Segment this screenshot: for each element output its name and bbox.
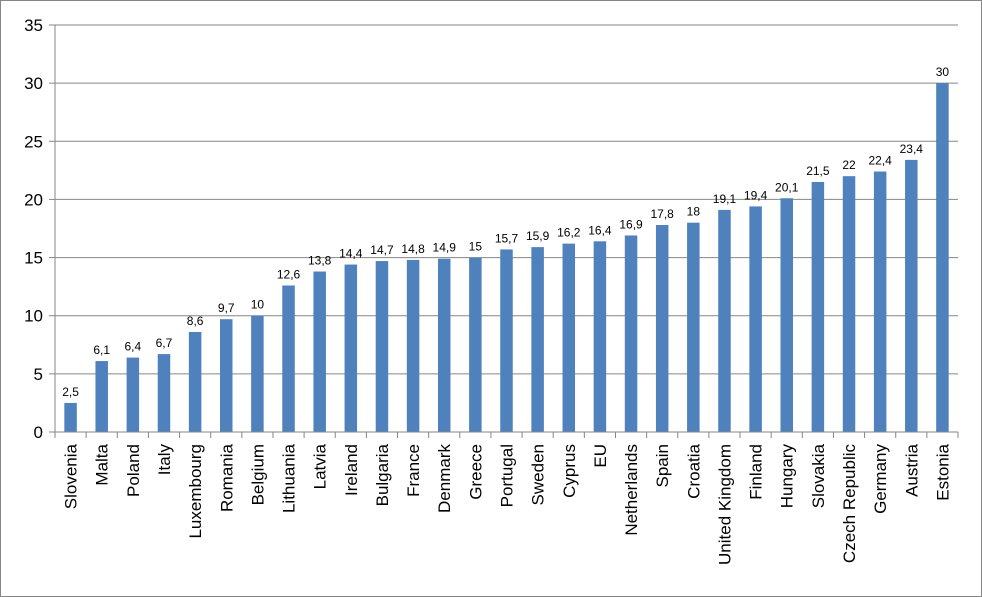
- category-label: Sweden: [529, 444, 548, 505]
- y-tick-label: 35: [24, 16, 43, 35]
- category-label: EU: [591, 444, 610, 468]
- data-label: 14,7: [370, 243, 394, 257]
- data-label: 15,7: [495, 231, 519, 245]
- bar-finland: [749, 206, 762, 432]
- category-label: France: [404, 444, 423, 497]
- bar-romania: [220, 319, 233, 432]
- bar-france: [406, 259, 420, 432]
- data-label: 15,9: [526, 229, 550, 243]
- category-label: Estonia: [933, 443, 952, 500]
- category-label: Italy: [155, 444, 174, 476]
- category-label: Slovenia: [62, 443, 81, 509]
- bar-lithuania: [282, 285, 295, 432]
- bar-denmark: [437, 258, 451, 432]
- y-tick-label: 25: [24, 132, 43, 151]
- bar-croatia: [687, 222, 700, 432]
- data-label: 16,9: [619, 217, 643, 231]
- bar-bulgaria: [375, 261, 389, 432]
- data-label: 14,9: [433, 241, 457, 255]
- category-label: Austria: [902, 443, 921, 496]
- bar-poland: [126, 357, 140, 432]
- data-label: 9,7: [218, 301, 235, 315]
- category-label: Bulgaria: [373, 443, 392, 506]
- category-label: Belgium: [248, 444, 267, 505]
- data-label: 6,4: [125, 340, 142, 354]
- category-label: Germany: [871, 444, 890, 514]
- bar-cyprus: [562, 243, 576, 432]
- category-label: Netherlands: [622, 444, 641, 536]
- category-label: Croatia: [684, 443, 703, 498]
- data-label: 13,8: [308, 254, 332, 268]
- bar-estonia: [936, 83, 949, 433]
- data-label: 12,6: [277, 267, 301, 281]
- bar-luxembourg: [188, 331, 202, 432]
- y-tick-label: 30: [24, 74, 43, 93]
- category-label: Spain: [653, 444, 672, 487]
- category-label: United Kingdom: [715, 444, 734, 565]
- data-label: 22,4: [868, 154, 892, 168]
- data-label: 19,4: [744, 188, 768, 202]
- category-label: Romania: [217, 443, 236, 512]
- category-label: Hungary: [778, 444, 797, 509]
- category-label: Lithuania: [280, 443, 299, 513]
- bar-slovakia: [811, 181, 825, 432]
- y-tick-label: 0: [34, 423, 43, 442]
- data-label: 10: [251, 298, 265, 312]
- category-label: Slovakia: [809, 443, 828, 508]
- bar-eu: [593, 241, 607, 432]
- bar-united-kingdom: [718, 209, 731, 432]
- category-label: Malta: [93, 443, 112, 485]
- category-label: Czech Republic: [840, 444, 859, 564]
- bar-czech-republic: [842, 176, 856, 432]
- data-label: 8,6: [187, 314, 204, 328]
- y-tick-label: 15: [24, 249, 43, 268]
- data-label: 16,2: [557, 226, 581, 240]
- data-label: 16,4: [588, 223, 612, 237]
- category-label: Cyprus: [560, 444, 579, 498]
- category-label: Latvia: [311, 443, 330, 489]
- category-label: Greece: [466, 444, 485, 500]
- data-label: 6,7: [156, 336, 173, 350]
- data-label: 14,4: [339, 247, 363, 261]
- bar-ireland: [344, 264, 358, 432]
- category-label: Poland: [124, 444, 143, 497]
- data-label: 19,1: [713, 192, 737, 206]
- bar-austria: [905, 159, 918, 433]
- y-tick-label: 10: [24, 307, 43, 326]
- data-label: 23,4: [900, 142, 924, 156]
- bar-italy: [157, 354, 171, 432]
- bar-greece: [469, 257, 482, 432]
- data-label: 20,1: [775, 180, 799, 194]
- category-label: Portugal: [498, 444, 517, 507]
- bar-spain: [655, 225, 669, 432]
- data-label: 17,8: [651, 207, 675, 221]
- bar-netherlands: [624, 235, 638, 432]
- bar-slovenia: [64, 402, 77, 432]
- category-label: Finland: [747, 444, 766, 500]
- data-label: 14,8: [401, 242, 425, 256]
- bar-germany: [873, 171, 887, 432]
- y-tick-label: 5: [34, 365, 43, 384]
- data-label: 21,5: [806, 164, 830, 178]
- bar-portugal: [500, 249, 513, 432]
- category-label: Denmark: [435, 444, 454, 513]
- data-label: 22: [842, 158, 856, 172]
- data-label: 30: [936, 65, 950, 79]
- bar-hungary: [780, 198, 793, 432]
- data-label: 2,5: [62, 385, 79, 399]
- category-label: Ireland: [342, 444, 361, 496]
- bar-sweden: [531, 247, 544, 432]
- bar-latvia: [313, 271, 326, 432]
- y-tick-label: 20: [24, 190, 43, 209]
- data-label: 6,1: [93, 343, 110, 357]
- data-label: 18: [687, 205, 701, 219]
- bar-belgium: [251, 315, 264, 432]
- data-label: 15: [469, 240, 483, 254]
- bar-malta: [95, 361, 108, 432]
- category-label: Luxembourg: [186, 444, 205, 539]
